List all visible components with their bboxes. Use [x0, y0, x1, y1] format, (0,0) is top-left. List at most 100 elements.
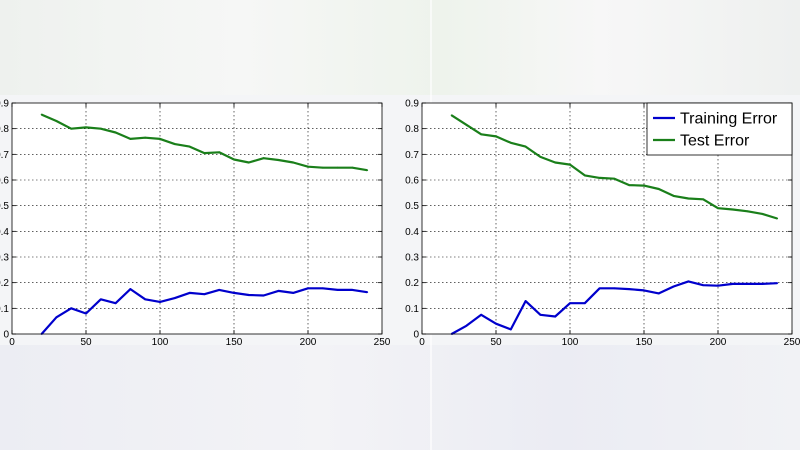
training-error-point [746, 283, 749, 285]
test-error-point [495, 135, 497, 138]
test-error-point [233, 158, 235, 161]
test-error-point [657, 188, 660, 190]
training-error-point [114, 302, 117, 305]
y-tick-label: 0.7 [405, 150, 419, 161]
training-error-point [465, 324, 468, 327]
training-error-point [321, 287, 324, 290]
y-tick-label: 0.8 [0, 124, 9, 135]
x-tick-label: 100 [562, 337, 579, 348]
training-error-point [687, 280, 690, 283]
test-error-point [628, 184, 631, 187]
test-error-point [277, 159, 280, 161]
x-tick-label: 50 [80, 337, 92, 348]
y-tick-label: 0.4 [0, 227, 9, 238]
test-error-point [40, 113, 43, 116]
x-tick-label: 0 [419, 337, 425, 348]
training-error-point [628, 288, 631, 290]
x-tick-label: 200 [710, 337, 727, 348]
test-error-point [746, 210, 749, 213]
training-error-point [218, 288, 221, 291]
training-error-point [292, 292, 295, 294]
training-error-point [569, 302, 571, 305]
y-tick-label: 0 [413, 330, 419, 341]
training-error-point [657, 292, 660, 295]
test-error-point [292, 161, 295, 164]
training-error-point [188, 292, 191, 294]
y-tick-label: 0.1 [405, 304, 419, 315]
training-error-point [173, 297, 176, 299]
error-chart-left: 0 50 100 150 200 250 0 0.1 0.2 0.3 0.4 0.5 0.6 0.7 0.8… [0, 99, 391, 349]
y-tick-label: 0 [3, 330, 9, 341]
test-error-point [321, 166, 324, 169]
x-tick-label: 200 [300, 337, 317, 348]
x-tick-label: 0 [9, 337, 15, 348]
y-tick-label: 0.6 [0, 176, 9, 187]
test-error-point [554, 161, 557, 164]
test-error-point [114, 131, 117, 134]
training-error-point [70, 307, 73, 310]
test-error-point [188, 145, 191, 148]
y-tick-label: 0.3 [0, 253, 9, 264]
training-error-point [366, 291, 369, 294]
training-error-point [351, 288, 354, 291]
y-tick-label: 0.8 [405, 124, 419, 135]
y-tick-label: 0.9 [0, 99, 9, 110]
test-error-point [247, 161, 250, 164]
training-error-point [776, 282, 779, 285]
test-error-point [761, 212, 764, 215]
test-error-point [731, 208, 734, 211]
test-error-point [351, 166, 354, 169]
test-error-point [173, 143, 176, 145]
y-tick-label: 0.5 [0, 201, 9, 212]
training-error-point [495, 322, 497, 325]
y-tick-label: 0.7 [0, 150, 9, 161]
training-error-point [731, 283, 734, 285]
test-error-point [336, 166, 339, 169]
test-error-point [702, 198, 705, 201]
training-error-point [262, 294, 265, 297]
legend-box [646, 102, 793, 156]
training-error-point [702, 284, 705, 287]
training-error-point [554, 315, 557, 318]
test-error-point [159, 138, 161, 140]
y-tick-label: 0.5 [405, 201, 419, 212]
test-error-point [672, 195, 675, 197]
test-error-point [524, 145, 527, 148]
training-error-point [233, 292, 235, 294]
test-error-point [643, 184, 645, 187]
x-tick-label: 150 [636, 337, 653, 348]
training-error-point [539, 313, 542, 316]
training-error-point [129, 288, 132, 290]
training-error-point [336, 288, 339, 291]
test-error-point [776, 217, 779, 220]
training-error-point [277, 289, 280, 292]
training-error-point [144, 298, 147, 301]
test-error-point [450, 114, 453, 117]
training-error-point [672, 285, 675, 288]
y-tick-label: 0.1 [0, 304, 9, 315]
x-tick-label: 150 [226, 337, 243, 348]
test-error-point [262, 157, 265, 160]
test-error-point [583, 174, 586, 177]
background-bottom-band [0, 345, 800, 450]
training-legend-label: Training Error [680, 111, 778, 128]
y-tick-label: 0.6 [405, 176, 419, 187]
test-error-point [717, 207, 719, 210]
x-tick-label: 250 [784, 337, 800, 348]
training-error-point [761, 283, 764, 285]
test-error-point [465, 123, 468, 126]
training-error-point [247, 294, 250, 296]
plot-area [12, 103, 382, 334]
background-top-band [0, 0, 800, 95]
training-error-point [598, 287, 601, 290]
y-tick-label: 0.9 [405, 99, 419, 110]
training-error-point [203, 293, 206, 296]
x-tick-label: 100 [152, 337, 169, 348]
test-error-point [509, 141, 512, 144]
test-error-point [366, 169, 369, 172]
training-error-point [85, 312, 87, 315]
test-error-point [687, 197, 690, 200]
y-tick-label: 0.4 [405, 227, 419, 238]
test-error-point [569, 163, 571, 166]
test-error-point [203, 152, 206, 154]
